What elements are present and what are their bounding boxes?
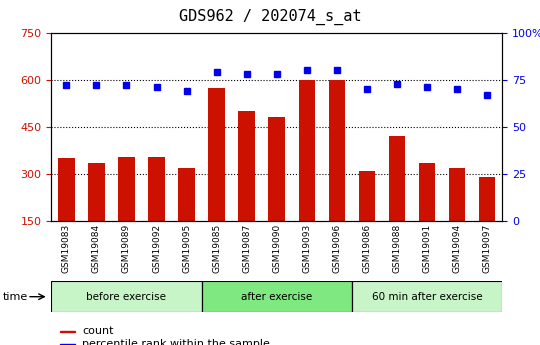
Bar [359,171,375,221]
Text: time: time [3,292,28,302]
Bar [201,281,352,312]
Bar [389,136,405,221]
Text: GSM19087: GSM19087 [242,224,251,273]
Text: after exercise: after exercise [241,292,312,302]
Text: GSM19091: GSM19091 [422,224,431,273]
Bar [178,168,195,221]
Text: percentile rank within the sample: percentile rank within the sample [82,339,270,345]
Text: GSM19096: GSM19096 [332,224,341,273]
Text: GSM19086: GSM19086 [362,224,372,273]
Text: 60 min after exercise: 60 min after exercise [372,292,482,302]
Bar [88,163,105,221]
Text: GSM19085: GSM19085 [212,224,221,273]
Bar [479,177,495,221]
Text: GSM19094: GSM19094 [453,224,462,273]
Bar [118,157,134,221]
Text: GSM19097: GSM19097 [483,224,491,273]
Text: GSM19095: GSM19095 [182,224,191,273]
Text: before exercise: before exercise [86,292,166,302]
Bar [60,344,75,345]
Bar [419,163,435,221]
Bar [268,117,285,221]
Bar [449,168,465,221]
Bar [58,158,75,221]
Bar [299,80,315,221]
Text: GSM19084: GSM19084 [92,224,101,273]
Text: GDS962 / 202074_s_at: GDS962 / 202074_s_at [179,9,361,25]
Text: GSM19092: GSM19092 [152,224,161,273]
Bar [51,281,201,312]
Text: GSM19088: GSM19088 [393,224,401,273]
Text: count: count [82,326,113,336]
Text: GSM19093: GSM19093 [302,224,311,273]
Bar [329,80,345,221]
Bar [352,281,502,312]
Bar [60,331,75,332]
Text: GSM19089: GSM19089 [122,224,131,273]
Text: GSM19083: GSM19083 [62,224,71,273]
Bar [148,157,165,221]
Bar [208,88,225,221]
Text: GSM19090: GSM19090 [272,224,281,273]
Bar [239,111,255,221]
